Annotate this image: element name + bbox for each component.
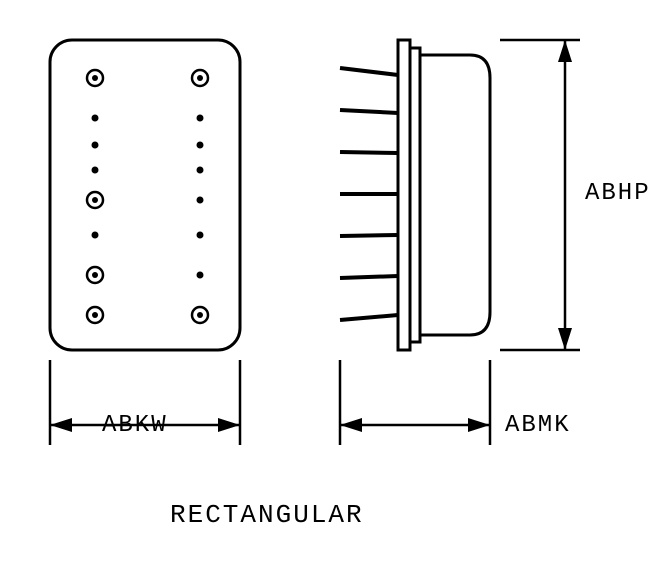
- side-view: [340, 40, 490, 350]
- label-abmk: ABMK: [505, 412, 571, 439]
- dimension-abhp: [500, 40, 580, 350]
- dimension-abmk: [340, 360, 490, 445]
- front-view: [50, 40, 240, 350]
- label-abkw: ABKW: [102, 412, 168, 439]
- title: RECTANGULAR: [170, 500, 364, 530]
- label-abhp: ABHP: [585, 180, 651, 207]
- side-pins: [340, 68, 398, 320]
